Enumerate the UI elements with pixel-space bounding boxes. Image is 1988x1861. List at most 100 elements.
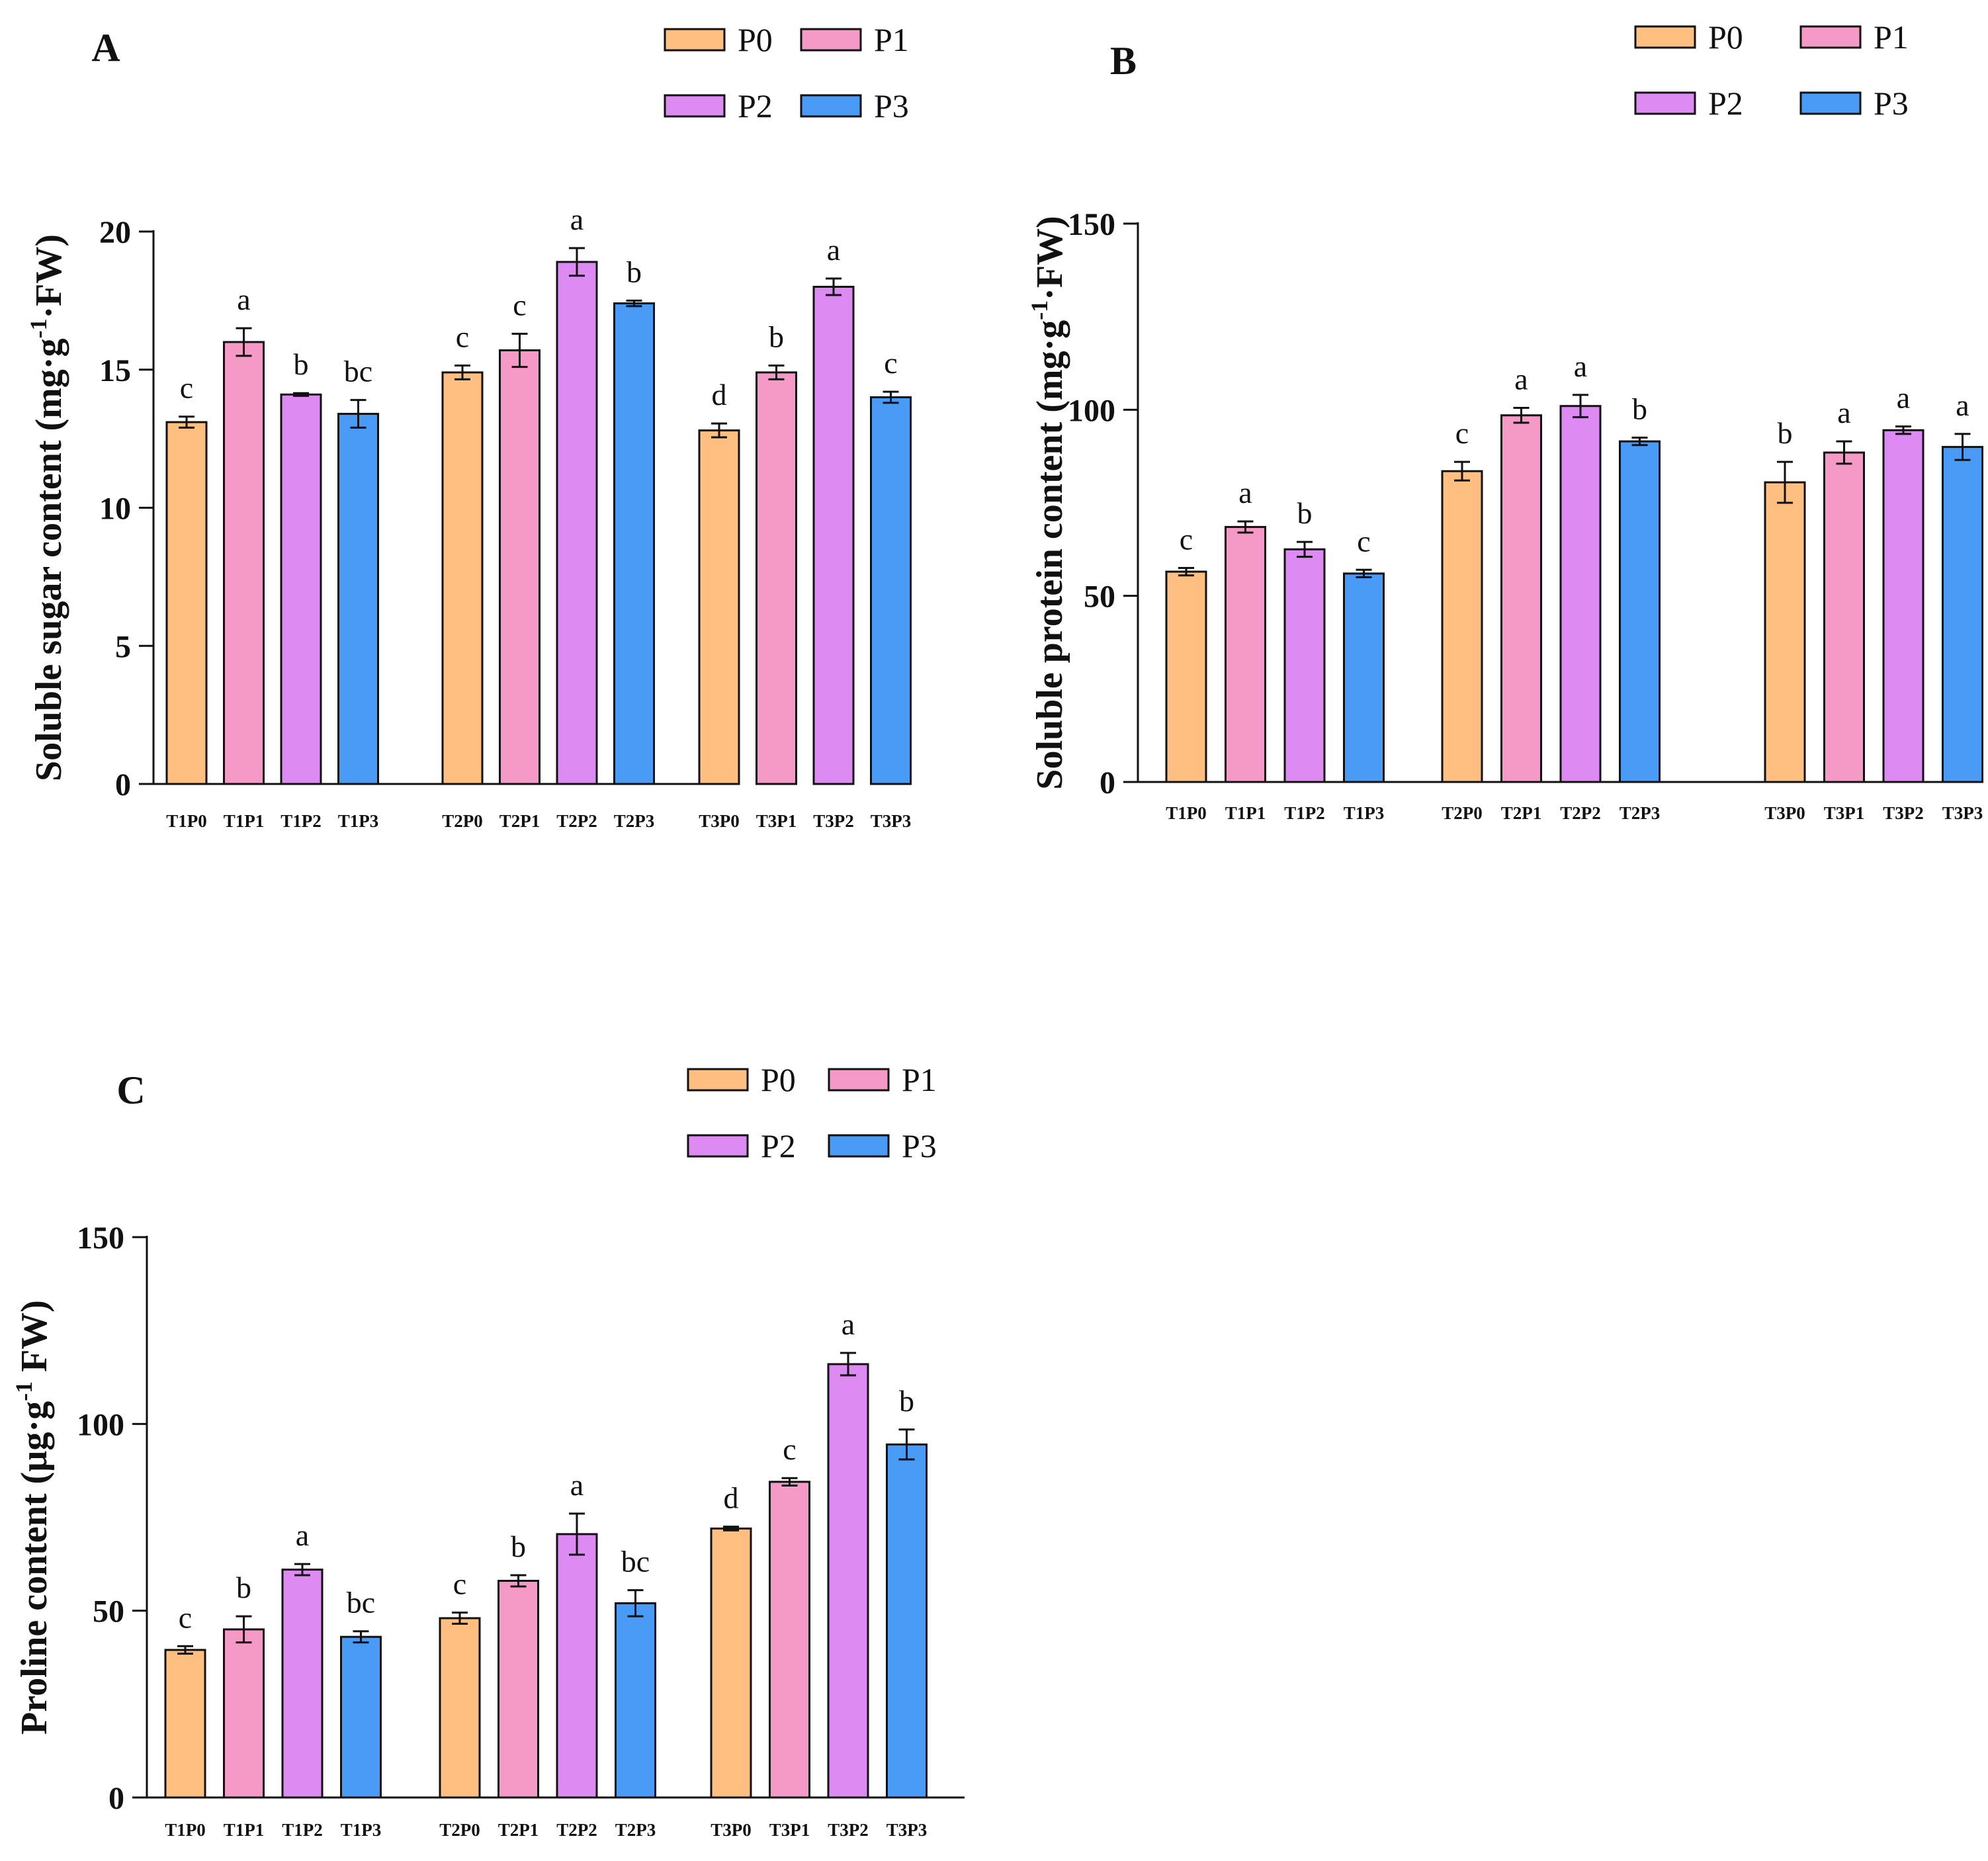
category-label: T2P2 [1560,803,1601,823]
y-tick-label: 10 [99,492,131,527]
y-axis-title-superscript: -1 [25,319,52,339]
significance-letter: b [1632,392,1647,426]
y-axis-title-text: Soluble sugar content (mg·g [28,339,69,781]
y-tick-label: 5 [115,629,131,664]
bar-t3p0 [710,1527,752,1799]
significance-letter: bc [344,355,372,388]
bar-t2p2 [556,261,598,785]
significance-letter: d [712,378,727,411]
significance-letter: a [842,1307,855,1341]
category-label: T3P1 [1824,803,1865,823]
legend-label-p1: P1 [1874,19,1909,56]
significance-letter: a [1897,381,1910,415]
significance-letter: c [180,371,193,405]
bar-t1p1 [1225,526,1266,783]
bar-t3p1 [1823,451,1865,783]
bar-t3p2 [1882,429,1924,783]
bar-t2p0 [439,1617,481,1799]
bar-t1p3 [340,1635,382,1799]
category-label: T2P1 [499,811,540,831]
significance-letter: c [1180,522,1193,556]
bar-t3p0 [1764,481,1806,783]
significance-letter: a [1514,363,1528,396]
y-axis-title: Proline content (µg·g-1 FW) [11,1300,55,1735]
category-label: T3P2 [813,811,854,831]
y-tick-label: 0 [1100,765,1115,801]
significance-letter: a [1574,349,1587,383]
bar-t1p1 [223,341,265,785]
significance-letter: c [453,1567,466,1600]
category-label: T3P0 [699,811,740,831]
category-label: T3P2 [1883,803,1924,823]
y-tick-label: 100 [77,1407,124,1442]
category-label: T3P0 [1764,803,1805,823]
y-axis-title-superscript: -1 [11,1381,37,1401]
significance-letter: a [296,1518,309,1552]
significance-letter: a [827,233,840,267]
y-tick-label: 20 [99,215,131,250]
category-label: T2P0 [439,1820,480,1840]
significance-letter: b [769,320,784,353]
legend-label-p2: P2 [761,1127,796,1164]
category-label: T1P3 [1344,803,1385,823]
significance-letter: b [1297,496,1313,530]
legend-swatch-p3 [1799,91,1862,115]
bar-t1p0 [164,1649,206,1799]
bar-t2p2 [1559,405,1602,783]
legend-label-p2: P2 [1708,85,1743,122]
chart-panel-a: A P0 P1 P2 P3 0 5 10 15 20 Soluble sugar content (… [25,21,912,831]
category-label: T3P3 [871,811,912,831]
bar-t3p1 [769,1481,810,1799]
y-tick-label: 50 [93,1594,124,1629]
significance-letter: c [884,346,897,380]
bar-t1p2 [1283,548,1326,783]
legend-label-p3: P3 [902,1127,937,1164]
y-axis-title-text-end: ·FW) [28,234,69,319]
y-axis-title: Soluble sugar content (mg·g-1·FW) [25,234,69,781]
significance-letter: a [1956,388,1969,422]
legend-swatch-p1 [1799,25,1862,49]
bar-t2p1 [1500,414,1542,783]
bar-t1p3 [337,413,379,785]
bar-t3p3 [870,396,912,785]
legend-label-p3: P3 [874,87,909,124]
category-label: T2P3 [614,811,655,831]
bar-t1p3 [1343,572,1385,783]
category-label: T3P0 [711,1820,752,1840]
category-label: T1P1 [224,811,265,831]
bar-t1p0 [1165,570,1207,783]
significance-letter: b [627,255,642,288]
y-tick-label: 150 [77,1221,124,1256]
category-label: T1P3 [338,811,379,831]
category-label: T1P1 [224,1820,265,1840]
legend-swatch-p3 [828,1134,890,1158]
category-label: T2P2 [556,1820,597,1840]
category-label: T2P1 [1501,803,1542,823]
bar-t2p2 [556,1533,598,1799]
y-axis-title-text: Soluble protein content (mg·g [1029,320,1070,790]
y-tick-label: 150 [1068,207,1115,242]
y-axis-title-text: Proline content (µg·g [14,1401,55,1735]
bar-t2p0 [1441,470,1483,783]
category-label: T1P0 [1166,803,1207,823]
category-label: T2P3 [1620,803,1661,823]
category-label: T1P3 [341,1820,382,1840]
bar-t1p2 [281,1569,324,1799]
category-label: T1P2 [282,1820,323,1840]
bar-t2p3 [615,1602,656,1799]
significance-letter: c [513,288,526,322]
category-label: T1P1 [1225,803,1266,823]
category-label: T2P3 [615,1820,656,1840]
bar-t1p0 [165,421,208,785]
category-label: T3P1 [756,811,797,831]
significance-letter: a [570,1468,583,1502]
legend-swatch-p2 [664,94,726,118]
category-label: T2P0 [1442,803,1483,823]
bar-t3p0 [698,429,740,785]
y-tick-label: 50 [1084,580,1115,615]
significance-letter: b [1778,416,1793,450]
bar-t2p1 [499,349,540,785]
significance-letter: a [570,202,583,236]
